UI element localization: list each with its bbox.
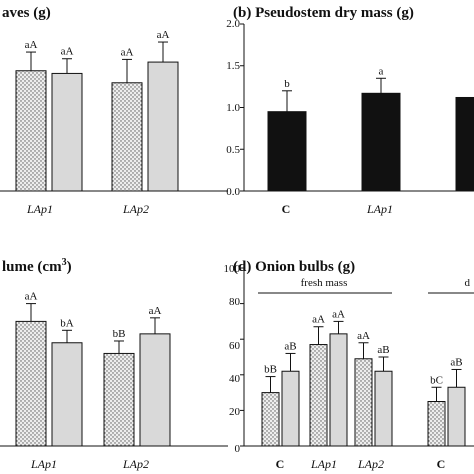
panel-a-data-label: aA [157,29,170,41]
panel-a-data-label: aA [121,46,134,58]
panel-a-title: aves (g) [2,5,51,21]
panel-d-data-label: bB [264,364,277,376]
panel-b-data-label: a [379,65,384,77]
panel-c-bar [51,342,83,447]
panel-a-bar [147,61,179,192]
panel-d-title: (d) Onion bulbs (g) [233,259,355,275]
panel-d-bar [329,333,348,447]
d-ytick-label: 0 [235,443,241,455]
panel-d-data-label: bC [430,374,443,386]
c-cat-label: LAp1 [30,457,57,471]
panel-a-data-label: aA [61,46,74,58]
d-cat-label: LAp2 [357,457,384,471]
c-cat-label: LAp2 [122,457,149,471]
d-cat-label: LAp1 [310,457,337,471]
panel-d-data-label: aB [284,340,296,352]
panel-c-bar [15,320,47,447]
b-ytick-label: 0.0 [226,186,240,198]
a-cat-label: LAp2 [122,202,149,216]
panel-d-bar [447,386,466,447]
panel-b-data-label: b [284,78,290,90]
panel-d-bar [354,358,373,447]
panel-d-bar [261,392,280,447]
panel-c-bar [103,352,135,447]
b-ytick-label: 1.5 [226,60,240,72]
panel-b-title: (b) Pseudostem dry mass (g) [233,5,414,21]
b-ytick-label: 1.0 [226,102,240,114]
panel-a-bar [111,82,143,192]
b-ytick-label: 2.0 [226,18,240,30]
d-ytick-label: 80 [229,296,241,308]
panel-d-bar [309,344,328,447]
panel-d-data-label: aB [450,356,462,368]
panel-b-y-ticks: 2.0 1.5 1.0 0.5 0.0 [226,18,240,198]
panel-d-bar [427,401,446,447]
panel-d-data-label: aB [377,344,389,356]
panel-d-bar [281,370,300,447]
group-label-fresh: fresh mass [301,277,348,289]
panel-a-bar [51,72,83,192]
d-ytick-label: 60 [229,340,241,352]
panel-d-data-label: aA [312,314,325,326]
b-cat-label: C [282,202,291,216]
panel-d-y-ticks: 100 80 60 40 20 0 [224,263,241,455]
panel-c-title: lume (cm3) [2,257,72,275]
d-cat-label: C [276,457,285,471]
d-ytick-label: 100 [224,263,241,275]
panel-b-bar [455,96,474,192]
panel-c-data-label: aA [149,305,162,317]
d-ytick-label: 40 [229,373,241,385]
panel-d-data-label: aA [357,330,370,342]
group-label-dry: d [465,277,471,289]
a-cat-label: LAp1 [26,202,53,216]
d-cat-label: C [437,457,446,471]
b-ytick-label: 0.5 [226,144,240,156]
panel-d-bar [374,370,393,447]
panel-c-data-label: aA [25,291,38,303]
panel-c-bar [139,333,171,447]
panel-d-data-label: aA [332,308,345,320]
panel-b-bar [361,92,401,192]
panel-c-data-label: bB [113,328,126,340]
panel-b-bar [267,111,307,192]
b-cat-label: LAp1 [366,202,393,216]
panel-c-data-label: bA [60,317,74,329]
d-ytick-label: 20 [229,406,241,418]
panel-a-data-label: aA [25,39,38,51]
panel-a-bar [15,70,47,192]
